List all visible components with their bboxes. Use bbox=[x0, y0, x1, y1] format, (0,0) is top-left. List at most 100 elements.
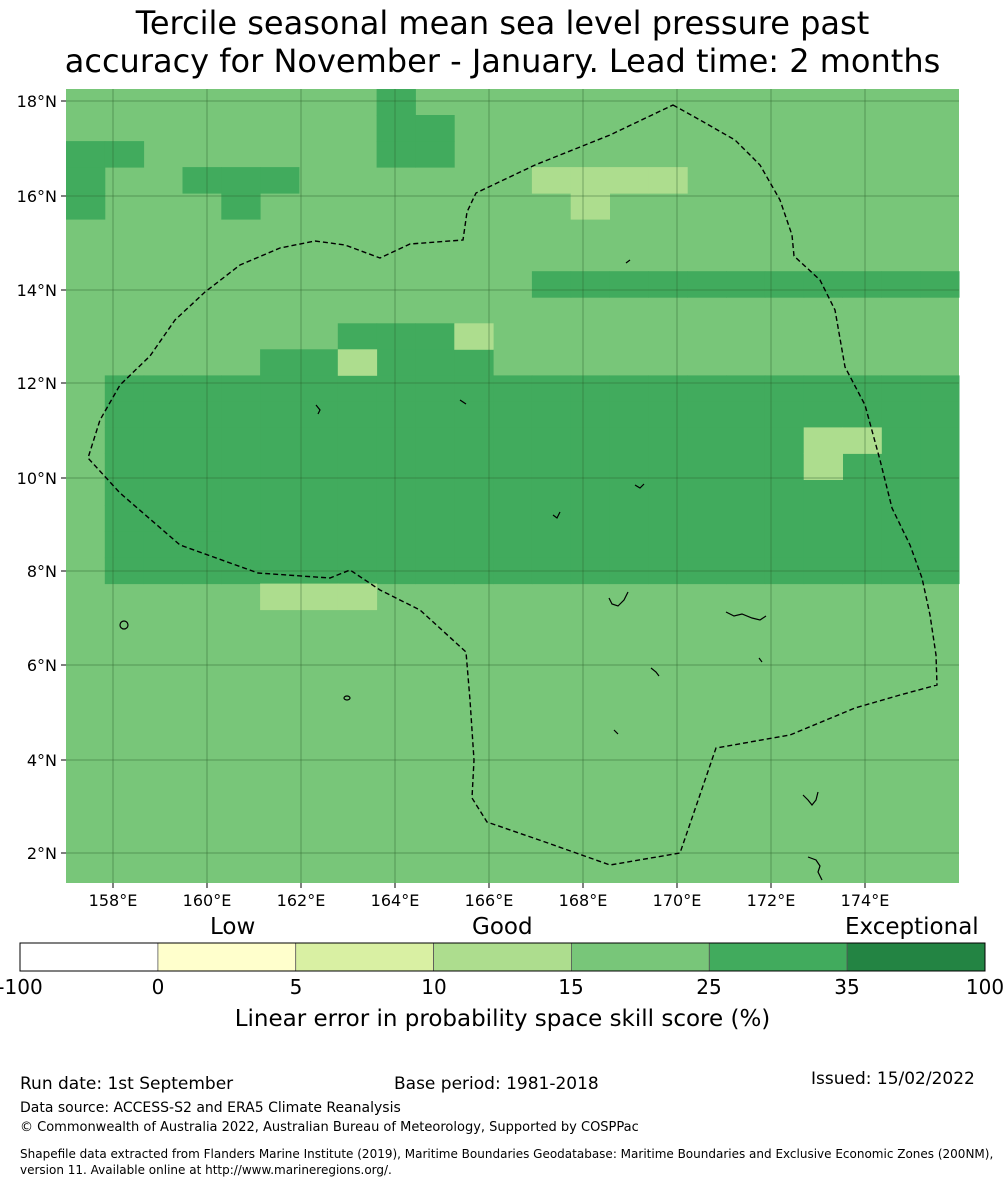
skill-cell-25-35 bbox=[726, 531, 766, 559]
skill-cell-10-15 bbox=[609, 167, 649, 194]
skill-cell-25-35 bbox=[570, 401, 610, 428]
skill-cell-25-35 bbox=[920, 271, 960, 298]
skill-cell-25-35 bbox=[531, 401, 572, 428]
graticule bbox=[66, 89, 959, 883]
skill-cell-25-35 bbox=[415, 349, 455, 376]
skill-cell-25-35 bbox=[570, 557, 610, 585]
skill-cell-25-35 bbox=[648, 453, 688, 480]
island-outline bbox=[650, 667, 660, 677]
skill-cell-25-35 bbox=[648, 375, 688, 402]
skill-cell-25-35 bbox=[609, 453, 649, 480]
island-outline bbox=[725, 611, 767, 621]
skill-cell-25-35 bbox=[454, 427, 494, 454]
latitude-label: 10°N bbox=[17, 469, 57, 488]
island-outline bbox=[634, 483, 645, 489]
skill-cell-25-35 bbox=[764, 271, 805, 298]
skill-cell-25-35 bbox=[376, 89, 416, 116]
skill-cell-25-35 bbox=[376, 505, 416, 532]
colorbar-segment bbox=[19, 942, 159, 972]
skill-cell-25-35 bbox=[609, 557, 649, 585]
skill-cell-25-35 bbox=[260, 453, 300, 480]
run-date: Run date: 1st September bbox=[20, 1074, 234, 1094]
skill-cell-25-35 bbox=[337, 505, 378, 532]
skill-cell-25-35 bbox=[764, 557, 805, 585]
skill-cell-25-35 bbox=[493, 401, 533, 428]
longitude-label: 160°E bbox=[183, 891, 232, 910]
island-outline bbox=[758, 657, 763, 663]
skill-cell-25-35 bbox=[687, 505, 727, 532]
skill-cell-25-35 bbox=[531, 505, 572, 532]
skill-cell-25-35 bbox=[609, 531, 649, 559]
skill-cell-25-35 bbox=[376, 349, 416, 376]
skill-cell-25-35 bbox=[648, 479, 688, 506]
skill-cell-25-35 bbox=[881, 557, 921, 585]
longitude-label: 166°E bbox=[465, 891, 514, 910]
skill-cell-25-35 bbox=[299, 427, 339, 454]
island-outline bbox=[343, 695, 351, 701]
latitude-label: 12°N bbox=[17, 374, 57, 393]
skill-cell-25-35 bbox=[648, 271, 688, 298]
skill-cell-25-35 bbox=[842, 479, 882, 506]
island-outline bbox=[625, 259, 631, 264]
colorbar-tick: 25 bbox=[696, 975, 722, 999]
skill-cell-25-35 bbox=[764, 401, 805, 428]
colorbar-tick: 100 bbox=[965, 975, 1005, 999]
skill-cell-25-35 bbox=[104, 375, 145, 402]
skill-cell-25-35 bbox=[648, 531, 688, 559]
skill-cell-25-35 bbox=[221, 453, 261, 480]
skill-cell-10-15 bbox=[337, 583, 378, 611]
skill-cell-25-35 bbox=[376, 453, 416, 480]
skill-cell-25-35 bbox=[842, 453, 882, 480]
skill-cell-25-35 bbox=[609, 401, 649, 428]
skill-cell-25-35 bbox=[221, 479, 261, 506]
skill-cell-25-35 bbox=[66, 193, 106, 220]
skill-cell-25-35 bbox=[842, 271, 882, 298]
skill-cell-25-35 bbox=[687, 401, 727, 428]
map-title-line-1: Tercile seasonal mean sea level pressure… bbox=[135, 4, 870, 42]
skill-cell-25-35 bbox=[260, 531, 300, 559]
skill-grid bbox=[66, 89, 960, 883]
skill-cell-25-35 bbox=[376, 323, 416, 350]
skill-cell-25-35 bbox=[726, 375, 766, 402]
colorbar-tick: 35 bbox=[834, 975, 860, 999]
skill-cell-25-35 bbox=[182, 505, 222, 532]
skill-cell-25-35 bbox=[881, 505, 921, 532]
skill-cell-25-35 bbox=[376, 479, 416, 506]
latitude-label: 2°N bbox=[27, 844, 57, 863]
base-period: Base period: 1981-2018 bbox=[394, 1074, 599, 1094]
skill-cell-25-35 bbox=[493, 479, 533, 506]
skill-cell-25-35 bbox=[415, 531, 455, 559]
skill-cell-25-35 bbox=[454, 375, 494, 402]
skill-cell-25-35 bbox=[531, 557, 572, 585]
skill-cell-25-35 bbox=[143, 401, 183, 428]
skill-cell-25-35 bbox=[337, 531, 378, 559]
skill-cell-25-35 bbox=[143, 531, 183, 559]
latitude-label: 6°N bbox=[27, 656, 57, 675]
latitude-label: 4°N bbox=[27, 751, 57, 770]
latitude-label: 18°N bbox=[17, 92, 57, 111]
skill-cell-25-35 bbox=[493, 375, 533, 402]
skill-cell-25-35 bbox=[726, 557, 766, 585]
skill-cell-25-35 bbox=[376, 401, 416, 428]
skill-cell-25-35 bbox=[920, 453, 960, 480]
skill-cell-25-35 bbox=[415, 557, 455, 585]
map-title-line-2: accuracy for November - January. Lead ti… bbox=[64, 42, 941, 80]
skill-cell-25-35 bbox=[260, 167, 300, 194]
skill-cell-25-35 bbox=[221, 375, 261, 402]
shapefile-credit-line-2: version 11. Available online at http://w… bbox=[20, 1163, 392, 1177]
skill-cell-10-15 bbox=[454, 323, 494, 350]
skill-cell-25-35 bbox=[764, 453, 805, 480]
colorbar-frame bbox=[19, 942, 986, 972]
colorbar-tick: 10 bbox=[421, 975, 447, 999]
skill-cell-25-35 bbox=[299, 557, 339, 585]
skill-cell-25-35 bbox=[648, 401, 688, 428]
skill-cell-25-35 bbox=[415, 479, 455, 506]
skill-cell-25-35 bbox=[415, 375, 455, 402]
skill-cell-25-35 bbox=[182, 427, 222, 454]
island-outlines bbox=[119, 259, 823, 881]
skill-cell-25-35 bbox=[920, 479, 960, 506]
skill-cell-25-35 bbox=[531, 453, 572, 480]
skill-cell-25-35 bbox=[570, 375, 610, 402]
colorbar-level-good: Good bbox=[472, 914, 533, 940]
